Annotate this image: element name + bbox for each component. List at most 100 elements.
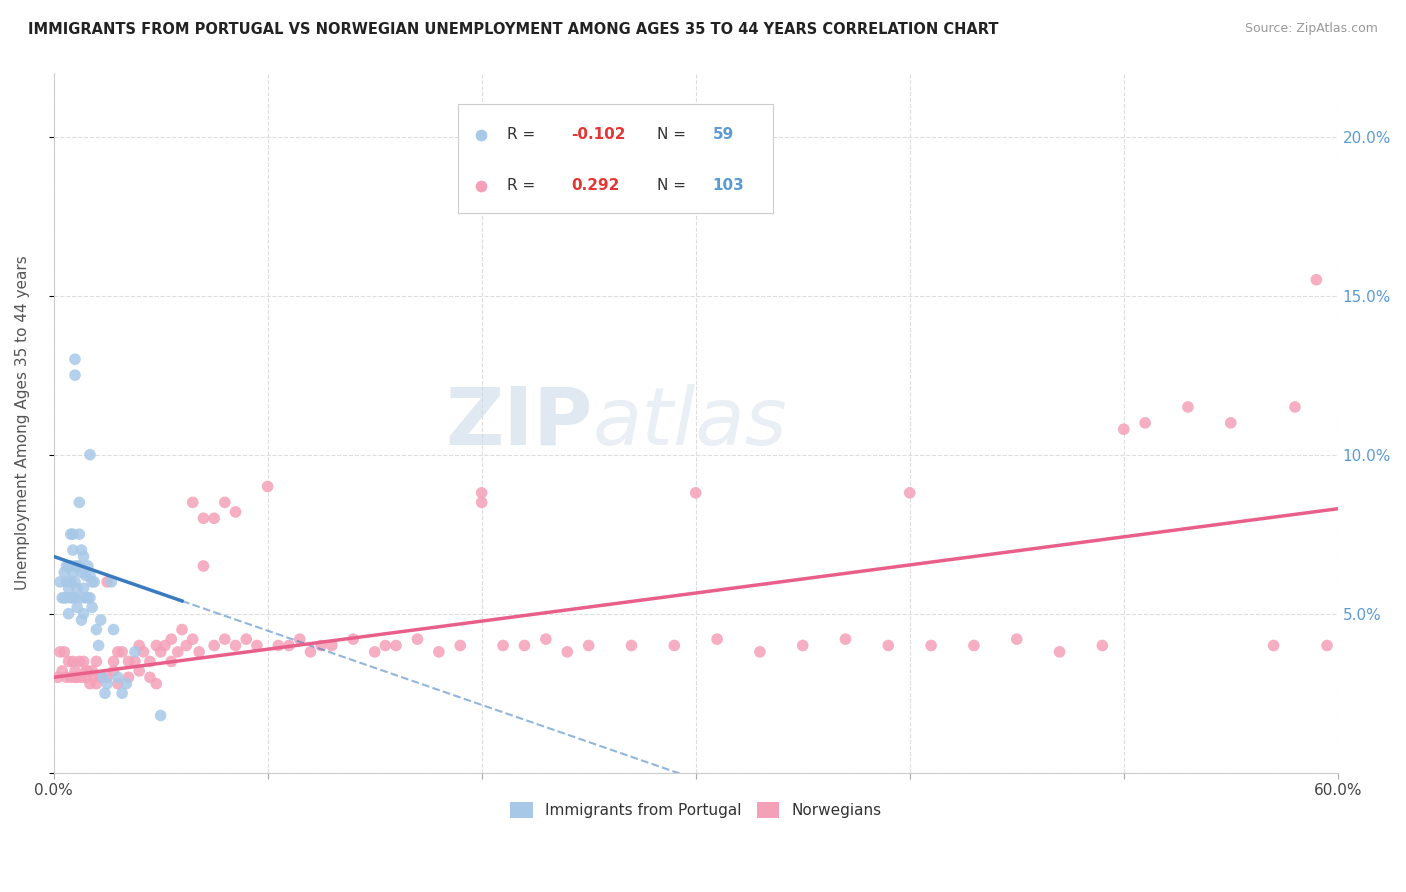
Point [82,664,104,678]
Point [139,654,162,668]
Point [86,676,108,690]
Point [374,639,396,653]
Point [51,664,73,678]
Point [62,654,84,668]
Point [72,581,94,595]
Point [62,591,84,605]
Point [877,639,900,653]
Point [321,639,343,653]
Text: N =: N = [657,128,686,143]
Point [103,664,125,678]
Point [153,639,176,653]
Point [70,591,93,605]
Y-axis label: Unemployment Among Ages 35 to 44 years: Unemployment Among Ages 35 to 44 years [15,255,30,591]
Point [124,654,146,668]
Point [63,559,86,574]
Point [170,623,193,637]
Point [63,664,86,678]
Point [1219,416,1241,430]
Point [107,645,129,659]
Point [66,559,89,574]
Text: -0.102: -0.102 [571,128,626,143]
Point [176,639,198,653]
Point [82,600,104,615]
Point [107,670,129,684]
Point [1263,639,1285,653]
Point [1284,400,1306,414]
Point [278,639,301,653]
Point [1049,645,1071,659]
Point [103,623,125,637]
Point [90,670,112,684]
Point [449,639,471,653]
Point [67,527,90,541]
Point [225,505,247,519]
Point [214,632,236,647]
Point [46,670,69,684]
Point [202,639,225,653]
Point [55,574,77,589]
Point [834,632,856,647]
Point [70,543,93,558]
Point [181,632,204,647]
Point [75,591,97,605]
Point [86,623,108,637]
Point [1305,273,1327,287]
Point [59,527,82,541]
Point [1177,400,1199,414]
Text: 103: 103 [713,178,744,194]
Point [53,645,76,659]
Point [79,591,101,605]
Point [79,676,101,690]
Text: N =: N = [657,178,686,194]
Point [188,645,211,659]
Point [202,511,225,525]
Text: 59: 59 [713,128,734,143]
Point [51,591,73,605]
Point [62,527,84,541]
Point [160,654,183,668]
Point [76,591,98,605]
Point [1091,639,1114,653]
Point [66,670,89,684]
Point [53,591,76,605]
Point [83,670,105,684]
Point [1005,632,1028,647]
Point [145,639,167,653]
Point [66,581,89,595]
Point [427,645,450,659]
Point [246,639,269,653]
Point [1112,422,1135,436]
Point [103,654,125,668]
Point [87,639,110,653]
Point [898,486,921,500]
Point [471,495,494,509]
Point [72,654,94,668]
Text: ZIP: ZIP [446,384,593,462]
Point [72,549,94,564]
Point [66,600,89,615]
Point [100,574,122,589]
Point [49,574,72,589]
Point [55,559,77,574]
Point [59,559,82,574]
FancyBboxPatch shape [458,104,773,213]
Point [72,607,94,621]
Point [145,676,167,690]
Point [63,670,86,684]
Point [107,676,129,690]
Point [79,568,101,582]
Point [342,632,364,647]
Point [578,639,600,653]
Point [534,632,557,647]
Point [1133,416,1156,430]
Point [63,368,86,383]
Point [406,632,429,647]
Legend: Immigrants from Portugal, Norwegians: Immigrants from Portugal, Norwegians [503,797,887,824]
Point [363,645,385,659]
Point [181,495,204,509]
Point [920,639,942,653]
Point [214,495,236,509]
Point [70,670,93,684]
Point [115,676,138,690]
